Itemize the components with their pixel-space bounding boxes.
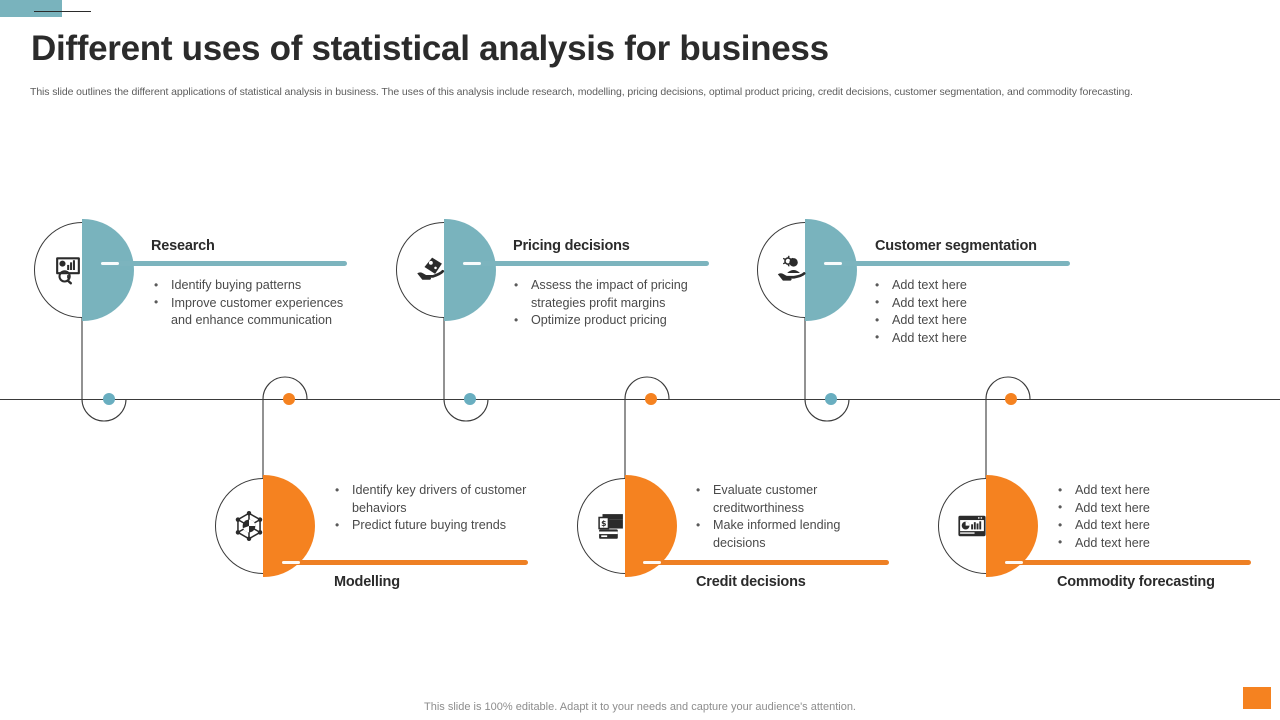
list-item: Add text here — [873, 294, 1063, 313]
connector-dot-credit-decisions — [645, 393, 657, 405]
node-rule-customer-segmentation — [823, 261, 1070, 266]
list-item: Optimize product pricing — [512, 312, 702, 330]
bullets-customer-segmentation: Add text here Add text here Add text her… — [873, 277, 1063, 347]
hand-customer-icon — [771, 250, 811, 290]
badge-half-disc — [82, 219, 134, 321]
list-item: Make informed lending decisions — [694, 517, 884, 552]
bullets-modelling: Identify key drivers of customer behavio… — [333, 481, 528, 535]
bullets-pricing-decisions: Assess the impact of pricing strategies … — [512, 276, 702, 330]
node-rule-credit-decisions — [642, 560, 889, 565]
rule-cap — [643, 560, 661, 564]
connector-dot-modelling — [283, 393, 295, 405]
node-rule-commodity-forecasting — [1004, 560, 1251, 565]
rule-cap — [101, 261, 119, 265]
credit-card-money-icon: $ — [591, 506, 631, 546]
badge-half-disc — [805, 219, 857, 321]
badge-half-disc — [444, 219, 496, 321]
node-rule-research — [100, 261, 347, 266]
node-rule-modelling — [281, 560, 528, 565]
dashboard-analytics-icon — [952, 506, 992, 546]
list-item: Add text here — [1056, 482, 1246, 500]
bullets-research: Identify buying patterns Improve custome… — [152, 277, 362, 330]
rule-cap — [463, 261, 481, 265]
list-item: Add text here — [1056, 534, 1246, 553]
connector-dot-commodity-forecasting — [1005, 393, 1017, 405]
timeline-axis — [0, 399, 1280, 400]
node-title-pricing-decisions: Pricing decisions — [513, 238, 630, 254]
list-item: Identify buying patterns — [152, 277, 362, 295]
rule-cap — [282, 560, 300, 564]
bullets-commodity-forecasting: Add text here Add text here Add text her… — [1056, 482, 1246, 552]
list-item: Assess the impact of pricing strategies … — [512, 276, 702, 312]
node-title-research: Research — [151, 238, 215, 254]
svg-text:$: $ — [601, 519, 606, 528]
node-title-commodity-forecasting: Commodity forecasting — [1057, 574, 1215, 590]
list-item: Improve customer experiences and enhance… — [152, 294, 362, 330]
node-title-credit-decisions: Credit decisions — [696, 574, 806, 590]
list-item: Add text here — [873, 329, 1063, 348]
list-item: Add text here — [873, 277, 1063, 295]
badge-pricing-decisions[interactable] — [396, 219, 496, 321]
badge-commodity-forecasting[interactable] — [938, 475, 1038, 577]
presentation-chart-search-icon — [48, 250, 88, 290]
top-left-accent-line — [34, 11, 91, 12]
node-rule-pricing-decisions — [462, 261, 709, 266]
network-pie-chart-icon — [229, 506, 269, 546]
top-left-accent-rect — [0, 0, 62, 17]
node-title-customer-segmentation: Customer segmentation — [875, 238, 1037, 254]
badge-customer-segmentation[interactable] — [757, 219, 857, 321]
rule-cap — [824, 261, 842, 265]
footer-note: This slide is 100% editable. Adapt it to… — [424, 701, 856, 713]
badge-modelling[interactable] — [215, 475, 315, 577]
connector-dot-customer-segmentation — [825, 393, 837, 405]
hand-price-tag-icon — [410, 250, 450, 290]
list-item: Add text here — [1056, 517, 1246, 535]
list-item: Identify key drivers of customer behavio… — [333, 481, 528, 517]
page-title: Different uses of statistical analysis f… — [31, 29, 829, 68]
bottom-right-accent-rect — [1243, 687, 1271, 709]
list-item: Evaluate customer creditworthiness — [694, 481, 884, 517]
list-item: Predict future buying trends — [333, 517, 528, 535]
connector-dot-pricing-decisions — [464, 393, 476, 405]
rule-cap — [1005, 560, 1023, 564]
bullets-credit-decisions: Evaluate customer creditworthiness Make … — [694, 481, 884, 552]
page-subtitle: This slide outlines the different applic… — [30, 86, 1133, 98]
list-item: Add text here — [1056, 499, 1246, 518]
badge-research[interactable] — [34, 219, 134, 321]
list-item: Add text here — [873, 312, 1063, 330]
connector-dot-research — [103, 393, 115, 405]
node-title-modelling: Modelling — [334, 574, 400, 590]
